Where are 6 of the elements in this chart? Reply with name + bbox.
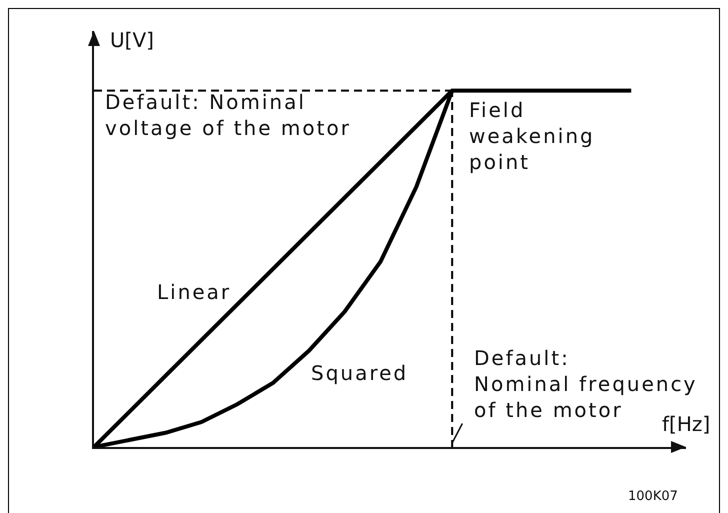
series-label: Linear <box>157 280 232 304</box>
y-axis-title: U[V] <box>110 28 154 52</box>
text: 100K07 <box>628 489 678 504</box>
ref-line-label: Default: Nominal voltage of the motor <box>105 90 351 140</box>
series-label: Squared <box>311 361 408 385</box>
annotation: Field weakening point <box>469 98 595 174</box>
